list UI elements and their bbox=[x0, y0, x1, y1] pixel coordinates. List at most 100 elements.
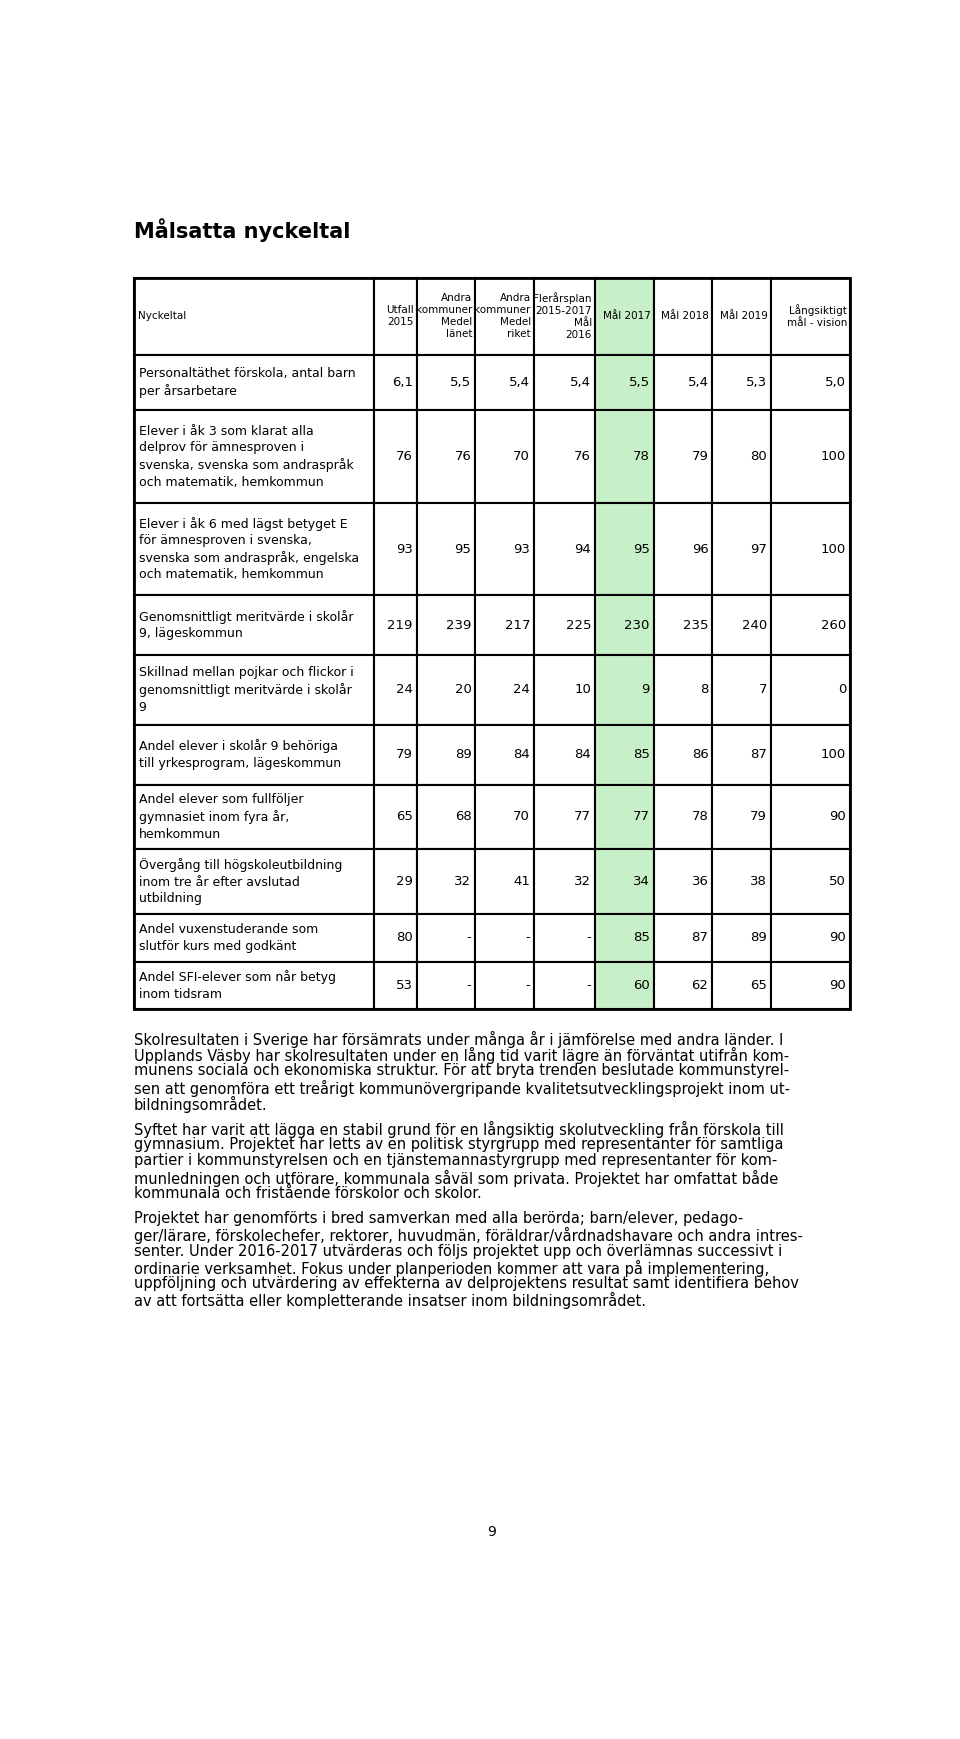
Text: 85: 85 bbox=[633, 748, 650, 762]
Text: Andel elever som fullföljer
gymnasiet inom fyra år,
hemkommun: Andel elever som fullföljer gymnasiet in… bbox=[138, 793, 303, 840]
Text: gymnasium. Projektet har letts av en politisk styrgrupp med representanter för s: gymnasium. Projektet har letts av en pol… bbox=[134, 1137, 783, 1153]
Bar bbox=[134, 278, 850, 1009]
Text: 9: 9 bbox=[641, 683, 650, 696]
Text: Mål 2019: Mål 2019 bbox=[720, 311, 768, 322]
Text: 90: 90 bbox=[829, 810, 846, 824]
Bar bbox=[595, 595, 654, 656]
Bar bbox=[374, 784, 417, 849]
Text: 76: 76 bbox=[574, 450, 591, 463]
Text: 89: 89 bbox=[751, 932, 767, 944]
Bar bbox=[595, 915, 654, 962]
Text: 230: 230 bbox=[624, 619, 650, 631]
Bar bbox=[134, 849, 374, 915]
Bar bbox=[534, 656, 595, 725]
Bar bbox=[134, 410, 374, 503]
Bar bbox=[534, 962, 595, 1009]
Text: -: - bbox=[587, 932, 591, 944]
Text: senter. Under 2016-2017 utvärderas och följs projektet upp och överlämnas succes: senter. Under 2016-2017 utvärderas och f… bbox=[134, 1243, 782, 1259]
Text: Skolresultaten i Sverige har försämrats under många år i jämförelse med andra lä: Skolresultaten i Sverige har försämrats … bbox=[134, 1031, 783, 1049]
Text: -: - bbox=[467, 979, 471, 993]
Bar bbox=[534, 595, 595, 656]
Text: Elever i åk 6 med lägst betyget E
för ämnesproven i svenska,
svenska som andrasp: Elever i åk 6 med lägst betyget E för äm… bbox=[138, 516, 359, 581]
Text: 79: 79 bbox=[691, 450, 708, 463]
Bar bbox=[712, 725, 771, 784]
Bar bbox=[771, 915, 850, 962]
Bar bbox=[771, 595, 850, 656]
Bar bbox=[134, 595, 374, 656]
Text: Genomsnittligt meritvärde i skolår
9, lägeskommun: Genomsnittligt meritvärde i skolår 9, lä… bbox=[138, 610, 353, 640]
Text: 60: 60 bbox=[633, 979, 650, 993]
Bar bbox=[475, 849, 534, 915]
Text: 95: 95 bbox=[454, 543, 471, 555]
Text: 95: 95 bbox=[633, 543, 650, 555]
Bar bbox=[771, 410, 850, 503]
Bar bbox=[374, 725, 417, 784]
Text: Andra
kommuner
Medel
länet: Andra kommuner Medel länet bbox=[416, 294, 472, 339]
Bar bbox=[134, 355, 374, 410]
Text: 32: 32 bbox=[454, 875, 471, 889]
Text: Syftet har varit att lägga en stabil grund för en långsiktig skolutveckling från: Syftet har varit att lägga en stabil gru… bbox=[134, 1122, 783, 1137]
Bar bbox=[654, 784, 712, 849]
Bar bbox=[712, 915, 771, 962]
Bar bbox=[417, 725, 475, 784]
Text: -: - bbox=[587, 979, 591, 993]
Text: 34: 34 bbox=[633, 875, 650, 889]
Bar bbox=[475, 962, 534, 1009]
Text: partier i kommunstyrelsen och en tjänstemannastyrgrupp med representanter för ko: partier i kommunstyrelsen och en tjänste… bbox=[134, 1153, 778, 1169]
Bar bbox=[712, 595, 771, 656]
Bar bbox=[534, 915, 595, 962]
Text: 78: 78 bbox=[691, 810, 708, 824]
Text: Flerårsplan
2015-2017
Mål
2016: Flerårsplan 2015-2017 Mål 2016 bbox=[534, 292, 592, 341]
Text: 93: 93 bbox=[396, 543, 413, 555]
Bar bbox=[712, 410, 771, 503]
Bar bbox=[654, 355, 712, 410]
Text: Mål 2017: Mål 2017 bbox=[603, 311, 651, 322]
Text: 5,3: 5,3 bbox=[746, 376, 767, 390]
Text: 77: 77 bbox=[633, 810, 650, 824]
Text: Andel SFI-elever som når betyg
inom tidsram: Andel SFI-elever som når betyg inom tids… bbox=[138, 970, 336, 1002]
Bar bbox=[771, 278, 850, 355]
Text: 80: 80 bbox=[396, 932, 413, 944]
Text: 5,4: 5,4 bbox=[509, 376, 530, 390]
Bar bbox=[417, 410, 475, 503]
Text: 50: 50 bbox=[829, 875, 846, 889]
Bar bbox=[712, 278, 771, 355]
Bar bbox=[417, 355, 475, 410]
Text: 53: 53 bbox=[396, 979, 413, 993]
Bar bbox=[374, 410, 417, 503]
Text: 62: 62 bbox=[691, 979, 708, 993]
Text: 94: 94 bbox=[574, 543, 591, 555]
Text: 32: 32 bbox=[574, 875, 591, 889]
Bar bbox=[595, 725, 654, 784]
Text: ger/lärare, förskolechefer, rektorer, huvudmän, föräldrar/vårdnadshavare och and: ger/lärare, förskolechefer, rektorer, hu… bbox=[134, 1228, 803, 1245]
Bar bbox=[374, 849, 417, 915]
Text: 0: 0 bbox=[838, 683, 846, 696]
Bar bbox=[417, 278, 475, 355]
Text: Projektet har genomförts i bred samverkan med alla berörda; barn/elever, pedago-: Projektet har genomförts i bred samverka… bbox=[134, 1212, 743, 1226]
Bar bbox=[475, 278, 534, 355]
Bar bbox=[654, 278, 712, 355]
Text: 68: 68 bbox=[455, 810, 471, 824]
Text: 225: 225 bbox=[565, 619, 591, 631]
Text: Andra
kommuner
Medel
riket: Andra kommuner Medel riket bbox=[474, 294, 531, 339]
Text: munens sociala och ekonomiska struktur. För att bryta trenden beslutade kommunst: munens sociala och ekonomiska struktur. … bbox=[134, 1063, 789, 1078]
Bar bbox=[417, 656, 475, 725]
Bar bbox=[475, 503, 534, 595]
Text: 217: 217 bbox=[505, 619, 530, 631]
Bar bbox=[534, 355, 595, 410]
Text: 76: 76 bbox=[396, 450, 413, 463]
Bar bbox=[475, 784, 534, 849]
Text: 41: 41 bbox=[514, 875, 530, 889]
Text: 86: 86 bbox=[692, 748, 708, 762]
Text: 8: 8 bbox=[700, 683, 708, 696]
Text: Andel elever i skolår 9 behöriga
till yrkesprogram, lägeskommun: Andel elever i skolår 9 behöriga till yr… bbox=[138, 739, 341, 770]
Text: 100: 100 bbox=[821, 543, 846, 555]
Text: Utfall
2015: Utfall 2015 bbox=[386, 306, 414, 327]
Bar bbox=[134, 503, 374, 595]
Bar bbox=[134, 784, 374, 849]
Bar bbox=[771, 784, 850, 849]
Bar bbox=[475, 656, 534, 725]
Text: 84: 84 bbox=[514, 748, 530, 762]
Bar bbox=[595, 784, 654, 849]
Bar bbox=[475, 410, 534, 503]
